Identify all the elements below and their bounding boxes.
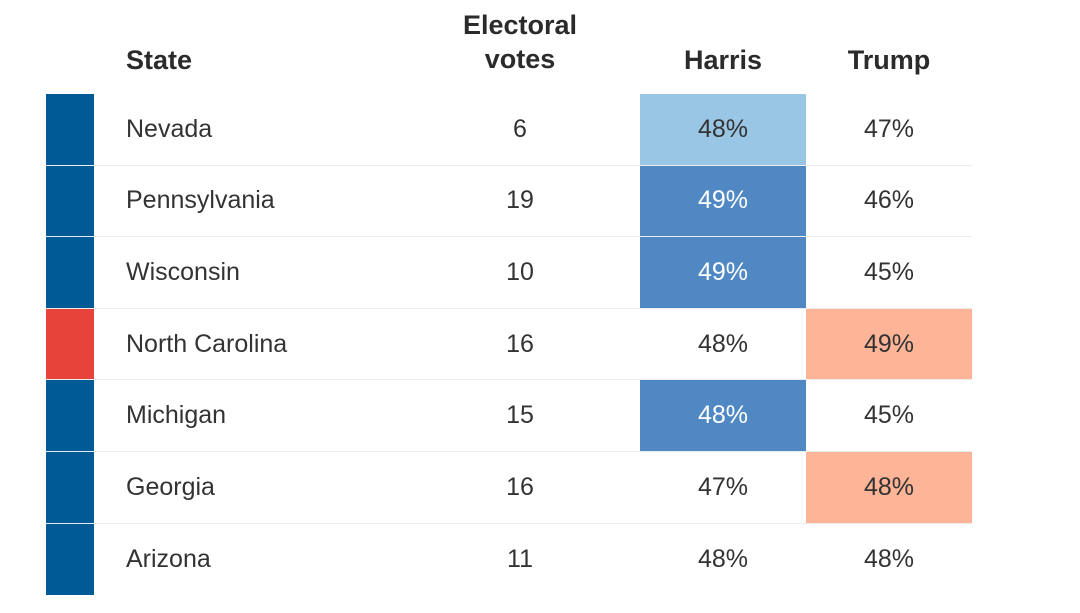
- state-name: Michigan: [126, 401, 227, 430]
- lean-indicator-bar: [46, 237, 94, 308]
- harris-percent: 48%: [640, 380, 806, 451]
- lean-indicator-bar: [46, 523, 94, 596]
- table-row: North Carolina 16 48% 49%: [46, 308, 972, 381]
- state-name: Pennsylvania: [126, 186, 275, 215]
- electoral-votes-value: 15: [506, 401, 534, 430]
- state-name: Nevada: [126, 114, 213, 143]
- lean-indicator-bar: [46, 308, 94, 380]
- trump-percent: 49%: [806, 308, 972, 380]
- state-name: Georgia: [126, 472, 215, 501]
- trump-percent: 48%: [806, 451, 972, 523]
- header-electoral-votes-line1: Electoral: [462, 10, 578, 40]
- table-row: Wisconsin 10 49% 45%: [46, 237, 972, 309]
- header-electoral-votes: Electoral votes: [440, 8, 600, 76]
- trump-percent: 47%: [863, 114, 915, 143]
- table-row: Nevada 6 48% 47%: [46, 94, 972, 166]
- poll-table-body: Nevada 6 48% 47% Pennsylvania 19 49% 46% Wiscons…: [46, 94, 972, 596]
- harris-percent: 48%: [697, 544, 749, 573]
- electoral-votes-value: 16: [506, 329, 534, 358]
- lean-indicator-bar: [46, 165, 94, 237]
- harris-percent: 48%: [640, 94, 806, 165]
- table-row: Arizona 11 48% 48%: [46, 523, 972, 596]
- state-name: North Carolina: [126, 329, 288, 358]
- header-electoral-votes-line2: votes: [484, 44, 556, 74]
- lean-indicator-bar: [46, 380, 94, 451]
- state-name: Arizona: [126, 544, 211, 573]
- header-harris: Harris: [683, 45, 763, 75]
- trump-percent: 45%: [863, 257, 915, 286]
- header-trump: Trump: [847, 45, 931, 75]
- electoral-votes-value: 11: [507, 544, 533, 573]
- state-name: Wisconsin: [126, 257, 240, 286]
- electoral-votes-value: 6: [513, 114, 527, 143]
- table-row: Pennsylvania 19 49% 46%: [46, 165, 972, 238]
- trump-percent: 48%: [863, 544, 915, 573]
- header-state: State: [126, 45, 193, 75]
- harris-percent: 49%: [640, 237, 806, 308]
- table-row: Michigan 15 48% 45%: [46, 380, 972, 452]
- electoral-votes-value: 10: [506, 257, 534, 286]
- table-row: Georgia 16 47% 48%: [46, 451, 972, 524]
- lean-indicator-bar: [46, 451, 94, 523]
- trump-percent: 45%: [863, 401, 915, 430]
- lean-indicator-bar: [46, 94, 94, 165]
- electoral-votes-value: 19: [506, 186, 534, 215]
- harris-percent: 49%: [640, 165, 806, 237]
- trump-percent: 46%: [863, 186, 915, 215]
- electoral-votes-value: 16: [506, 472, 534, 501]
- harris-percent: 47%: [697, 472, 749, 501]
- harris-percent: 48%: [697, 329, 749, 358]
